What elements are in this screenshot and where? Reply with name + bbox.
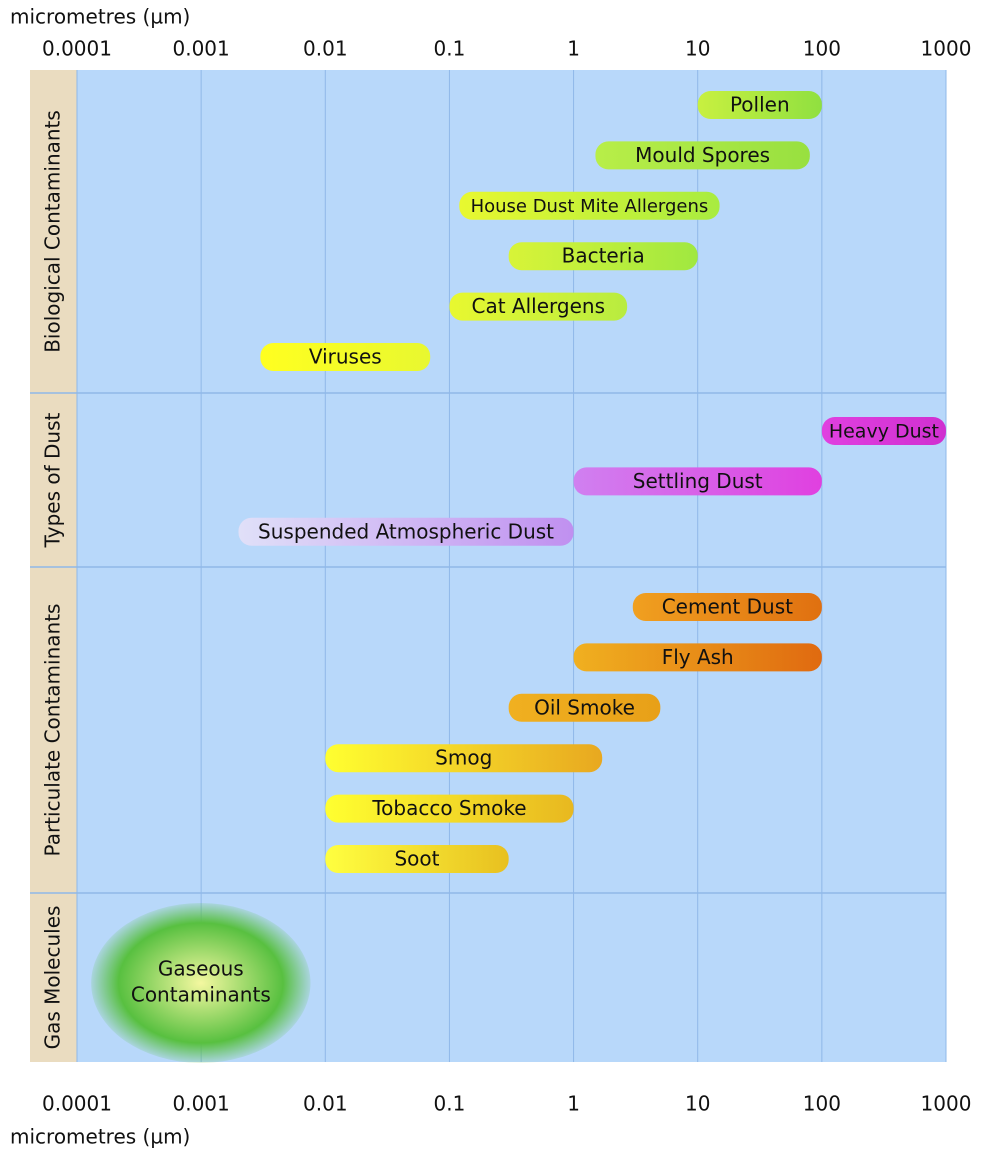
x-tick-label: 0.0001 <box>42 1092 112 1116</box>
x-tick-label: 0.001 <box>173 1092 230 1116</box>
x-tick-label: 0.001 <box>173 37 230 61</box>
range-label: Gaseous <box>158 957 244 981</box>
range-bar <box>260 343 431 371</box>
x-axis-label: micrometres (µm) <box>10 1125 190 1149</box>
range-bar <box>508 242 698 271</box>
range-bar <box>632 593 822 621</box>
range-bar <box>595 141 810 170</box>
range-ellipse <box>91 903 311 1063</box>
range-label: Suspended Atmospheric Dust <box>258 519 554 543</box>
x-tick-label: 1000 <box>921 1092 972 1116</box>
range-bar <box>573 467 822 496</box>
range-label: Viruses <box>309 345 382 369</box>
x-tick-label: 1 <box>567 37 580 61</box>
range-bar <box>449 292 628 321</box>
group-label: Gas Molecules <box>41 906 65 1050</box>
x-tick-label: 10 <box>685 1092 710 1116</box>
range-bar <box>238 517 574 546</box>
x-tick-label: 100 <box>803 1092 841 1116</box>
plot-area <box>77 70 946 1062</box>
range-label: Cement Dust <box>662 595 793 619</box>
range-bar <box>821 417 946 445</box>
range-bar <box>325 794 574 823</box>
range-bar <box>508 693 661 722</box>
x-tick-label: 10 <box>685 37 710 61</box>
range-bar <box>697 91 822 119</box>
x-tick-label: 0.01 <box>303 37 348 61</box>
range-label: Settling Dust <box>633 469 763 493</box>
x-tick-label: 100 <box>803 37 841 61</box>
x-tick-label: 1000 <box>921 37 972 61</box>
range-label: Pollen <box>730 93 790 117</box>
range-label: Bacteria <box>562 244 645 268</box>
range-label: Soot <box>394 847 439 871</box>
range-label: House Dust Mite Allergens <box>471 196 709 217</box>
range-bar <box>459 191 720 220</box>
range-label: Contaminants <box>131 983 271 1007</box>
group-label: Biological Contaminants <box>41 110 65 353</box>
x-tick-label: 0.1 <box>434 37 466 61</box>
group-label: Types of Dust <box>41 412 65 548</box>
range-label: Mould Spores <box>635 143 770 167</box>
range-label: Cat Allergens <box>472 294 606 318</box>
range-label: Smog <box>435 746 492 770</box>
range-bar <box>325 845 509 873</box>
range-bar <box>325 744 603 773</box>
x-axis-label: micrometres (µm) <box>10 5 190 29</box>
x-tick-label: 0.01 <box>303 1092 348 1116</box>
range-label: Heavy Dust <box>829 421 939 443</box>
group-band <box>30 70 77 1062</box>
x-tick-label: 1 <box>567 1092 580 1116</box>
x-tick-label: 0.1 <box>434 1092 466 1116</box>
range-label: Oil Smoke <box>534 695 635 719</box>
range-label: Tobacco Smoke <box>371 796 526 820</box>
range-label: Fly Ash <box>662 645 734 669</box>
range-bar <box>573 643 822 672</box>
x-tick-label: 0.0001 <box>42 37 112 61</box>
group-label: Particulate Contaminants <box>41 604 65 857</box>
